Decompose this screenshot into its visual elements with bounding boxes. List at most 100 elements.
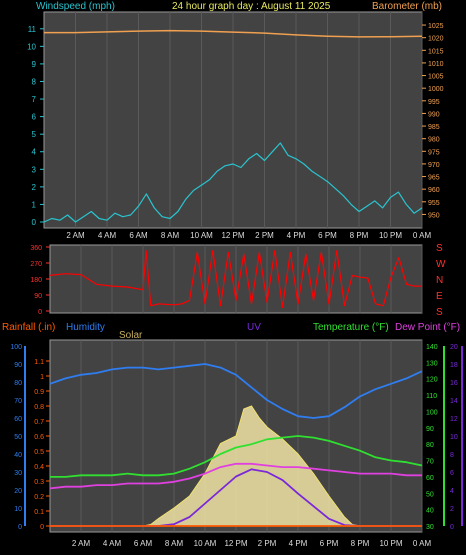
uv-tick-label: 0 (450, 524, 454, 531)
time-tick-label: 8 AM (165, 539, 184, 548)
temp-tick-label: 100 (426, 409, 438, 416)
baro-tick-label: 1005 (428, 74, 444, 81)
uv-line (50, 468, 422, 527)
baro-axis-label: Barometer (mb) (372, 1, 442, 12)
compass-label: S (436, 307, 443, 318)
humidity-line (49, 363, 423, 419)
humidity-tick-label: 20 (14, 488, 22, 495)
compass-label: S (436, 243, 443, 254)
time-tick-label: 10 AM (190, 231, 213, 240)
time-tick-label: 2 PM (258, 539, 277, 548)
time-tick-label: 2 AM (72, 539, 91, 548)
uv-tick-label: 20 (450, 344, 458, 351)
rain-tick-label: 1 (40, 374, 44, 381)
dewpoint-axis-label: Dew Point (°F) (395, 322, 460, 333)
uv-tick-label: 14 (450, 398, 458, 405)
wind-tick-label: 5 (32, 130, 37, 139)
wind-tick-label: 4 (32, 148, 37, 157)
wind-tick-label: 1 (32, 200, 37, 209)
compass-label: N (436, 275, 443, 286)
time-tick-label: 6 PM (318, 231, 337, 240)
rain-tick-label: 0.2 (34, 494, 44, 501)
wind-tick-label: 11 (28, 25, 37, 34)
rain-tick-label: 0.9 (34, 389, 44, 396)
humidity-tick-label: 80 (14, 380, 22, 387)
baro-tick-label: 990 (428, 111, 440, 118)
wind-tick-label: 6 (32, 113, 37, 122)
temp-tick-label: 40 (426, 508, 434, 515)
wind-tick-label: 3 (32, 165, 37, 174)
time-tick-label: 4 AM (103, 539, 122, 548)
rain-tick-label: 0.3 (34, 479, 44, 486)
uv-tick-label: 16 (450, 380, 458, 387)
direction-tick-label: 360 (30, 245, 42, 252)
temp-tick-label: 110 (426, 393, 437, 400)
rain-tick-label: 0.4 (34, 464, 44, 471)
time-tick-label: 6 AM (129, 231, 148, 240)
time-tick-label: 4 PM (287, 231, 306, 240)
time-tick-label: 4 AM (98, 231, 117, 240)
temp-tick-label: 70 (426, 459, 434, 466)
temp-tick-label: 30 (426, 524, 434, 531)
uv-tick-label: 18 (450, 362, 458, 369)
temp-tick-label: 120 (426, 377, 438, 384)
baro-tick-label: 975 (428, 149, 440, 156)
baro-tick-label: 1020 (428, 36, 444, 43)
wind-tick-label: 2 (32, 183, 37, 192)
baro-tick-label: 1000 (428, 86, 444, 93)
humidity-tick-label: 30 (14, 470, 22, 477)
time-tick-label: 0 AM (413, 231, 432, 240)
humidity-axis-label: Humidity (66, 322, 105, 333)
humidity-tick-label: 50 (14, 434, 22, 441)
humidity-tick-label: 70 (14, 398, 22, 405)
direction-tick-label: 180 (30, 277, 42, 284)
baro-tick-label: 950 (428, 212, 440, 219)
baro-tick-label: 1025 (428, 23, 444, 30)
time-tick-label: 12 PM (224, 539, 247, 548)
baro-tick-label: 1015 (428, 48, 444, 55)
uv-tick-label: 12 (450, 416, 458, 423)
temperature-axis-label: Temperature (°F) (313, 322, 389, 333)
wind-tick-label: 0 (32, 218, 37, 227)
time-tick-label: 10 PM (379, 539, 402, 548)
uv-tick-label: 2 (450, 506, 454, 513)
time-tick-label: 6 PM (320, 539, 339, 548)
humidity-tick-label: 100 (10, 344, 22, 351)
wind-tick-label: 7 (32, 95, 37, 104)
time-tick-label: 4 PM (289, 539, 308, 548)
dewpoint-line (49, 462, 422, 490)
wind-tick-label: 9 (32, 60, 37, 69)
barometer-line (44, 29, 423, 38)
solar-axis-label: Solar (119, 330, 143, 341)
humidity-tick-label: 0 (18, 524, 22, 531)
time-tick-label: 10 PM (379, 231, 402, 240)
rain-tick-label: 0.7 (34, 419, 44, 426)
rain-tick-label: 0.1 (34, 509, 44, 516)
direction-tick-label: 90 (34, 293, 42, 300)
chart-title: 24 hour graph day : August 11 2025 (172, 1, 331, 12)
time-tick-label: 6 AM (134, 539, 153, 548)
rain-tick-label: 0.5 (34, 449, 44, 456)
uv-tick-label: 10 (450, 434, 458, 441)
direction-tick-label: 270 (30, 261, 42, 268)
uv-tick-label: 4 (450, 488, 454, 495)
compass-label: E (436, 291, 443, 302)
temp-tick-label: 90 (426, 426, 434, 433)
wind-tick-label: 8 (32, 77, 37, 86)
rain-tick-label: 1.1 (34, 359, 44, 366)
humidity-tick-label: 10 (14, 506, 22, 513)
baro-tick-label: 965 (428, 175, 440, 182)
baro-tick-label: 1010 (428, 61, 444, 68)
baro-tick-label: 970 (428, 162, 440, 169)
windspeed-line (43, 142, 423, 223)
temp-tick-label: 130 (426, 360, 438, 367)
rain-tick-label: 0 (40, 524, 44, 531)
humidity-tick-label: 40 (14, 452, 22, 459)
compass-label: W (436, 259, 446, 270)
uv-axis-label: UV (247, 322, 261, 333)
humidity-tick-label: 90 (14, 362, 22, 369)
wind-direction-line (49, 250, 422, 308)
time-tick-label: 2 PM (255, 231, 274, 240)
